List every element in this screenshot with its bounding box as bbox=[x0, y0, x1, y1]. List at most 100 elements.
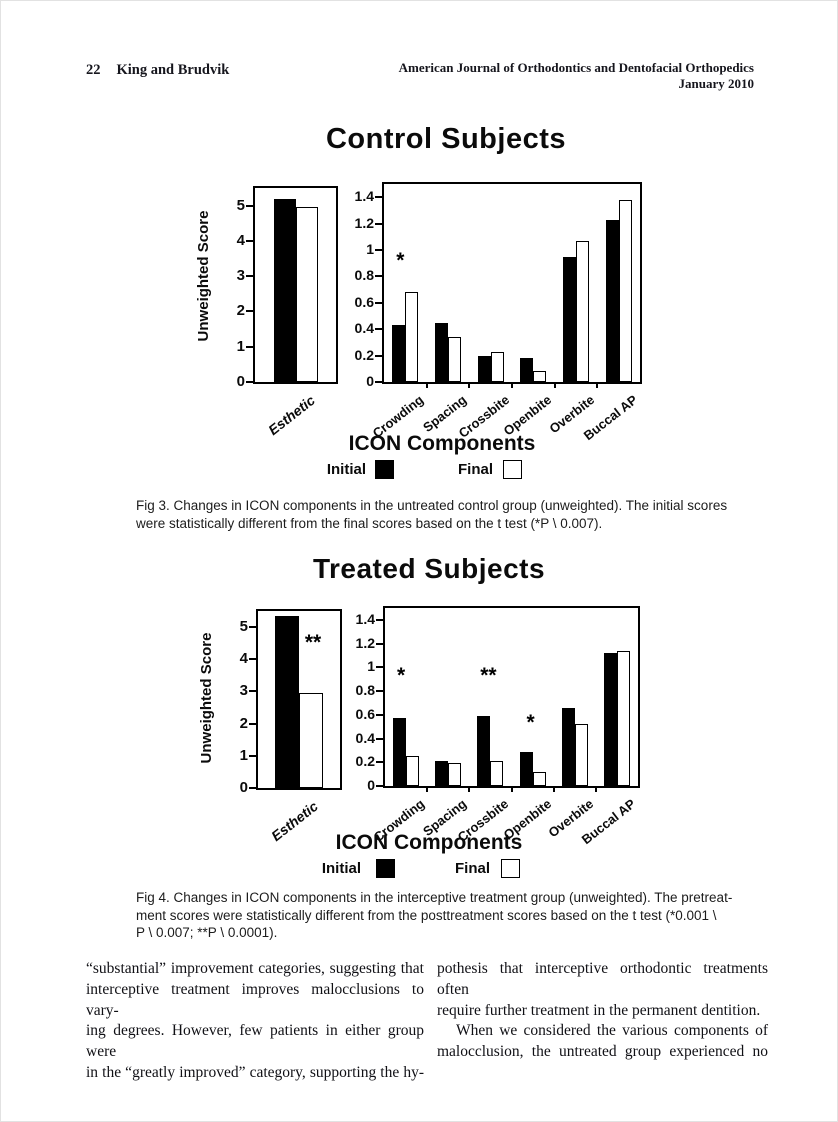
significance-marker: * bbox=[397, 663, 406, 687]
body-line: malocclusion, the untreated group experi… bbox=[437, 1043, 768, 1061]
figure3-x-axis-title: ICON Components bbox=[348, 432, 536, 455]
y-tick-mark bbox=[375, 354, 382, 357]
y-tick-label: 0 bbox=[367, 777, 375, 793]
y-tick-label: 0 bbox=[366, 373, 374, 389]
figure4-legend-initial-swatch bbox=[376, 859, 395, 878]
page-number: 22 bbox=[86, 62, 101, 78]
body-line: pothesis that interceptive orthodontic t… bbox=[437, 960, 768, 998]
y-tick-label: 0.4 bbox=[354, 320, 374, 337]
y-tick-mark bbox=[249, 658, 256, 661]
bar-initial-openbite bbox=[519, 751, 533, 786]
bar-initial-crowding bbox=[392, 325, 406, 382]
y-tick-label: 0.2 bbox=[355, 753, 375, 770]
y-tick-mark bbox=[249, 722, 256, 725]
y-tick-mark bbox=[376, 618, 383, 621]
bar-final-crossbite bbox=[490, 761, 504, 786]
x-tick-mark bbox=[511, 382, 513, 388]
y-tick-label: 1.4 bbox=[354, 188, 374, 205]
x-tick-mark bbox=[425, 382, 428, 388]
x-tick-mark bbox=[552, 786, 555, 792]
body-text-left-column: “substantial” improvement categories, su… bbox=[86, 959, 424, 1084]
body-line: “substantial” improvement categories, su… bbox=[86, 960, 424, 977]
significance-marker: * bbox=[526, 711, 535, 735]
y-tick-label: 1.2 bbox=[354, 214, 374, 231]
x-tick-mark bbox=[468, 786, 471, 792]
figure3-caption: Fig 3. Changes in ICON components in the… bbox=[136, 497, 756, 532]
y-tick-label: 0.2 bbox=[354, 346, 374, 363]
running-head-left: 22 King and Brudvik bbox=[86, 62, 229, 79]
bar-initial-esthetic bbox=[273, 198, 296, 382]
y-tick-mark bbox=[249, 787, 256, 789]
body-line: When we considered the various component… bbox=[456, 1022, 768, 1040]
x-tick-mark bbox=[468, 382, 471, 388]
y-tick-mark bbox=[375, 249, 382, 251]
body-line: ing degrees. However, few patients in ei… bbox=[86, 1022, 424, 1061]
bar-final-esthetic bbox=[295, 207, 318, 382]
y-tick-label: 1 bbox=[236, 337, 245, 355]
figure4-legend-final-label: Final bbox=[454, 860, 490, 877]
y-tick-label: 2 bbox=[239, 714, 248, 732]
figure3-legend-final-label: Final bbox=[457, 461, 493, 478]
y-tick-mark bbox=[249, 754, 256, 757]
caption-line: P \ 0.007; **P \ 0.0001). bbox=[136, 925, 278, 940]
bar-initial-crossbite bbox=[477, 716, 491, 786]
y-tick-label: 1.4 bbox=[355, 610, 375, 627]
journal-name: American Journal of Orthodontics and Den… bbox=[398, 60, 754, 75]
bar-initial-esthetic bbox=[275, 615, 299, 788]
y-tick-mark bbox=[246, 381, 253, 383]
body-line: require further treatment in the permane… bbox=[437, 1001, 761, 1019]
bar-final-overbite bbox=[576, 240, 589, 382]
bar-final-esthetic bbox=[299, 693, 323, 788]
bar-initial-crossbite bbox=[477, 355, 491, 382]
figure3-legend-final-swatch bbox=[503, 460, 522, 479]
y-tick-mark bbox=[246, 310, 253, 313]
x-tick-mark bbox=[553, 382, 556, 388]
y-tick-mark bbox=[376, 666, 383, 669]
y-tick-mark bbox=[246, 275, 253, 278]
figure3-esthetic-chart: 0 1 2 3 4 5 Esthetic bbox=[237, 186, 338, 438]
figure3-legend-initial-label: Initial bbox=[326, 461, 366, 478]
y-tick-label: 5 bbox=[239, 618, 248, 636]
significance-marker: ** bbox=[480, 663, 497, 687]
bar-initial-crowding bbox=[393, 718, 407, 786]
y-tick-mark bbox=[375, 381, 382, 383]
y-tick-mark bbox=[249, 690, 256, 693]
bar-final-buccal-ap bbox=[618, 199, 632, 382]
body-text-right-column: pothesis that interceptive orthodontic t… bbox=[437, 959, 768, 1063]
y-tick-mark bbox=[246, 239, 253, 242]
figure3-legend-initial-swatch bbox=[375, 460, 394, 479]
y-tick-label: 5 bbox=[236, 196, 245, 214]
y-tick-label: 1 bbox=[239, 746, 248, 764]
bar-initial-spacing bbox=[435, 322, 448, 382]
y-tick-mark bbox=[375, 222, 382, 225]
y-tick-mark bbox=[375, 275, 382, 278]
figure4-title: Treated Subjects bbox=[312, 553, 546, 584]
y-tick-mark bbox=[246, 345, 253, 348]
bar-final-spacing bbox=[448, 763, 462, 786]
y-tick-mark bbox=[246, 204, 253, 207]
x-tick-mark bbox=[594, 786, 597, 792]
figure4-esthetic-chart: 0 1 2 3 4 5 Esthetic ** bbox=[240, 609, 342, 844]
y-tick-label: 1.2 bbox=[355, 634, 375, 651]
y-tick-label: 0.4 bbox=[355, 729, 375, 746]
bar-initial-spacing bbox=[435, 761, 449, 786]
y-tick-label: 0.6 bbox=[355, 705, 375, 722]
y-tick-mark bbox=[376, 642, 383, 645]
y-tick-label: 1 bbox=[366, 241, 374, 257]
bar-initial-overbite bbox=[561, 707, 575, 786]
y-tick-label: 0.6 bbox=[354, 293, 374, 310]
y-tick-mark bbox=[375, 301, 382, 304]
x-tick-mark bbox=[596, 382, 599, 388]
y-tick-label: 0.8 bbox=[355, 682, 375, 699]
figure4-x-axis-title: ICON Components bbox=[335, 831, 523, 854]
y-tick-mark bbox=[376, 737, 383, 740]
x-tick-mark bbox=[426, 786, 429, 792]
y-tick-label: 0.8 bbox=[354, 267, 374, 284]
y-tick-mark bbox=[376, 690, 383, 693]
caption-line: Fig 4. Changes in ICON components in the… bbox=[136, 890, 733, 905]
body-line: in the “greatly improved” category, supp… bbox=[86, 1063, 424, 1081]
bar-final-crossbite bbox=[490, 351, 504, 382]
bar-initial-openbite bbox=[520, 358, 534, 382]
y-tick-label: 4 bbox=[239, 650, 248, 668]
